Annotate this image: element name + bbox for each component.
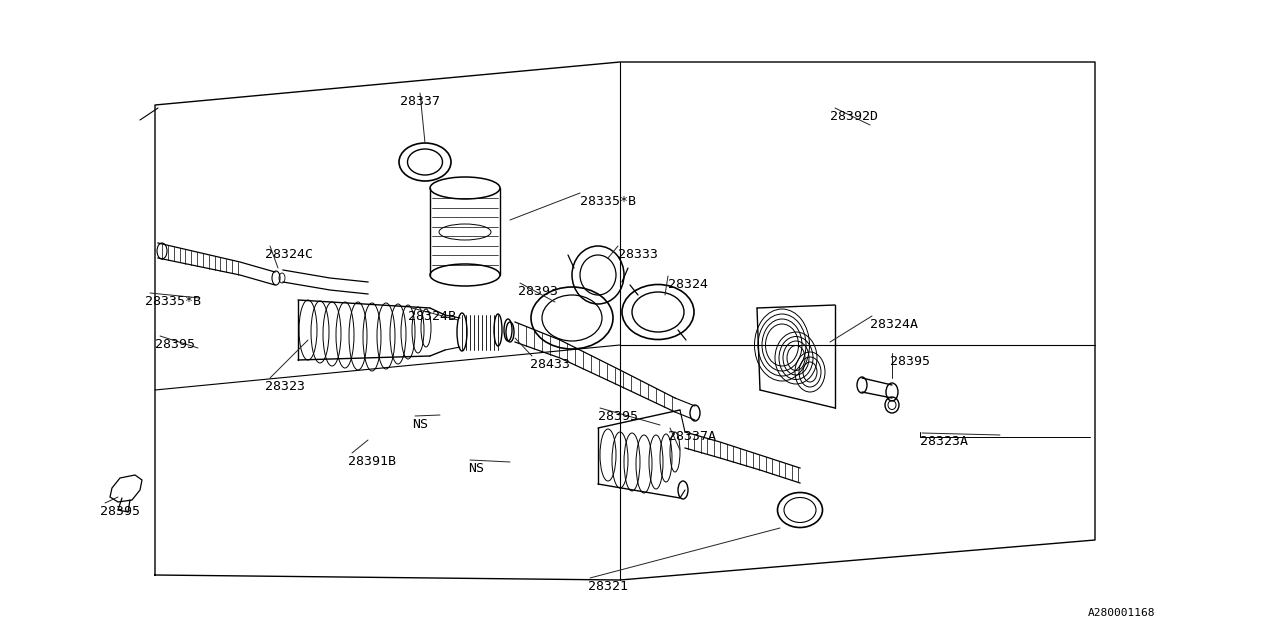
Text: 28395: 28395 — [890, 355, 931, 368]
Text: 28335*B: 28335*B — [580, 195, 636, 208]
Text: 28337: 28337 — [399, 95, 440, 108]
Text: 28335*B: 28335*B — [145, 295, 201, 308]
Text: 28433: 28433 — [530, 358, 570, 371]
Text: 28324C: 28324C — [265, 248, 314, 261]
Text: 28395: 28395 — [598, 410, 637, 423]
Text: 28392D: 28392D — [829, 110, 878, 123]
Text: 28393: 28393 — [518, 285, 558, 298]
Text: 28391B: 28391B — [348, 455, 396, 468]
Text: 28324A: 28324A — [870, 318, 918, 331]
Text: 28395: 28395 — [100, 505, 140, 518]
Text: NS: NS — [468, 462, 484, 475]
Text: 28323A: 28323A — [920, 435, 968, 448]
Text: A280001168: A280001168 — [1088, 608, 1155, 618]
Text: 28324: 28324 — [668, 278, 708, 291]
Text: 28333: 28333 — [618, 248, 658, 261]
Text: 28324B: 28324B — [408, 310, 456, 323]
Polygon shape — [110, 475, 142, 502]
Text: 28395: 28395 — [155, 338, 195, 351]
Text: 28321: 28321 — [588, 580, 628, 593]
Text: 28337A: 28337A — [668, 430, 716, 443]
Text: 28323: 28323 — [265, 380, 305, 393]
Text: NS: NS — [412, 418, 428, 431]
